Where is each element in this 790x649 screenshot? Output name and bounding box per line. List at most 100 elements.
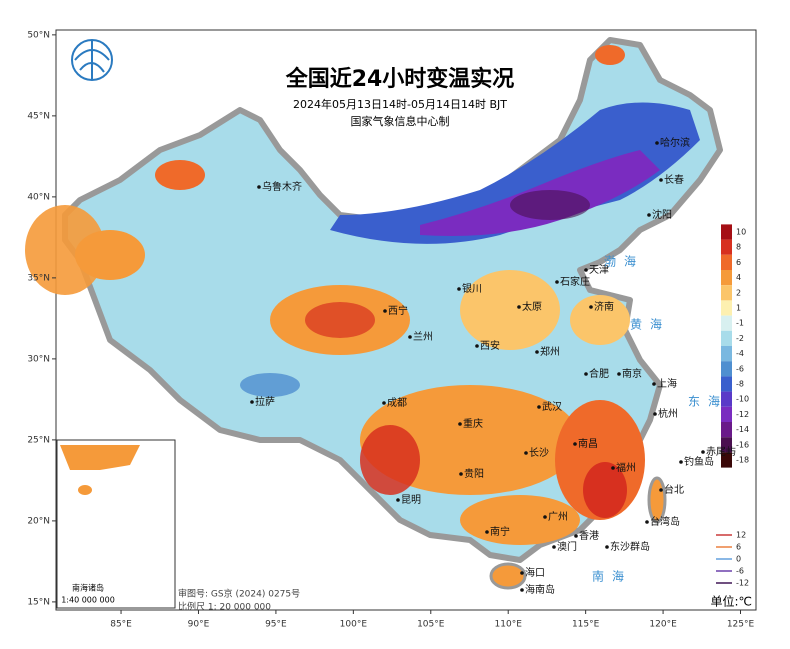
colorbar-swatch (721, 330, 732, 346)
colorbar-label: 1 (736, 304, 741, 313)
lon-label: 85°E (110, 620, 132, 630)
lat-label: 15°N (27, 597, 50, 607)
city-label: 长春 (664, 174, 684, 186)
lat-label: 30°N (27, 354, 50, 364)
colorbar-label: -16 (736, 440, 749, 449)
colorbar-label: 8 (736, 243, 741, 252)
contour-label: -6 (736, 567, 744, 576)
lon-label: 125°E (727, 620, 755, 630)
city-dot (617, 372, 621, 376)
city-label: 拉萨 (255, 395, 275, 408)
city-label: 西宁 (388, 304, 408, 317)
city-label: 石家庄 (560, 275, 590, 288)
colorbar-swatch (721, 376, 732, 392)
city-label: 昆明 (401, 494, 421, 506)
colorbar-label: -2 (736, 334, 744, 343)
city-label: 兰州 (413, 330, 433, 343)
colorbar-label: -18 (736, 456, 749, 465)
contour-label: 6 (736, 543, 741, 552)
colorbar-swatch (721, 437, 732, 453)
colorbar-swatch (721, 270, 732, 286)
sea-label: 渤海 (604, 254, 644, 269)
colorbar-label: 6 (736, 258, 741, 267)
sea-label: 黄海 (630, 317, 670, 332)
city-label: 赤尾屿 (706, 446, 736, 458)
city-label: 台湾岛 (650, 515, 680, 528)
logo (71, 39, 113, 81)
contour-label: 12 (736, 531, 746, 540)
lon-label: 110°E (495, 620, 523, 630)
inset-land (60, 445, 140, 470)
city-label: 南京 (622, 367, 642, 380)
city-dot (573, 442, 577, 446)
lat-label: 40°N (27, 192, 50, 202)
colorbar-swatch (721, 300, 732, 316)
colorbar-swatch (721, 239, 732, 255)
city-dot (250, 400, 254, 404)
lat-label: 35°N (27, 273, 50, 283)
city-label: 广州 (548, 511, 568, 523)
city-label: 长沙 (529, 447, 549, 459)
lat-label: 50°N (27, 30, 50, 40)
colorbar-swatch (721, 422, 732, 438)
city-dot (584, 268, 588, 272)
city-label: 济南 (594, 300, 614, 313)
city-label: 太原 (522, 300, 542, 313)
colorbar-swatch (721, 224, 732, 240)
city-label: 武汉 (542, 400, 562, 413)
scale: 比例尺 1: 20 000 000 (178, 601, 271, 613)
city-label: 海口 (525, 566, 545, 579)
city-dot (589, 305, 593, 309)
city-label: 重庆 (463, 417, 483, 430)
inset-scale: 1:40 000 000 (61, 596, 115, 605)
city-label: 福州 (616, 461, 636, 474)
city-dot (701, 450, 705, 454)
city-label: 海南岛 (525, 583, 555, 596)
city-label: 天津 (589, 264, 609, 276)
city-label: 东沙群岛 (610, 540, 650, 553)
city-dot (652, 382, 656, 386)
producer: 国家气象信息中心制 (351, 114, 450, 128)
city-dot (537, 405, 541, 409)
city-label: 银川 (462, 282, 482, 295)
colorbar-swatch (721, 452, 732, 468)
colorbar-label: 10 (736, 228, 746, 237)
city-label: 哈尔滨 (660, 136, 690, 149)
colorbar-label: 2 (736, 288, 741, 297)
city-dot (653, 412, 657, 416)
contour-label: -12 (736, 579, 749, 588)
city-label: 西安 (480, 339, 500, 352)
city-dot (574, 534, 578, 538)
inset-island (78, 485, 92, 495)
lon-label: 95°E (265, 620, 287, 630)
colorbar-swatch (721, 315, 732, 331)
colorbar-label: -1 (736, 319, 744, 328)
city-label: 成都 (387, 397, 407, 409)
approval: 审图号: GS京 (2024) 0275号 (178, 588, 300, 600)
lat-label: 45°N (27, 111, 50, 121)
city-dot (382, 401, 386, 405)
colorbar-swatch (721, 346, 732, 362)
lat-label: 20°N (27, 516, 50, 526)
city-label: 南昌 (578, 437, 598, 450)
city-dot (659, 488, 663, 492)
lon-label: 115°E (572, 620, 600, 630)
city-label: 香港 (579, 530, 599, 542)
title: 全国近24小时变温实况 (285, 66, 515, 92)
colorbar-label: 4 (736, 273, 741, 282)
inset: 南海诸岛 1:40 000 000 (56, 439, 176, 609)
city-label: 乌鲁木齐 (262, 180, 302, 193)
city-dot (611, 466, 615, 470)
city-label: 合肥 (589, 367, 609, 380)
city-label: 台北 (664, 483, 684, 496)
unit: 单位:℃ (710, 594, 752, 609)
city-dot (517, 305, 521, 309)
city-dot (645, 520, 649, 524)
city-dot (520, 571, 524, 575)
city-dot (535, 350, 539, 354)
colorbar-label: -6 (736, 364, 744, 373)
city-dot (679, 460, 683, 464)
colorbar-swatch (721, 254, 732, 270)
city-dot (457, 287, 461, 291)
